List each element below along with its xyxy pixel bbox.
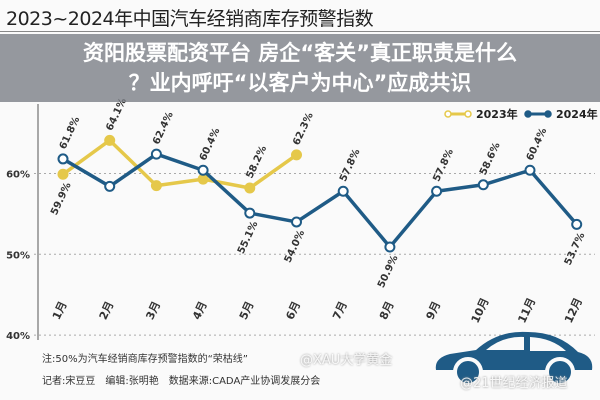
data-label: 60.4%	[525, 126, 550, 162]
y-tick-label: 40%	[6, 331, 30, 342]
legend-marker	[444, 110, 452, 118]
data-label: 62.3%	[291, 111, 316, 147]
chart-credits: 记者:宋豆豆 编辑:张明艳 数据来源:CADA产业协调发展分会	[42, 376, 321, 387]
data-label: 50.9%	[376, 254, 401, 290]
series-line-2024年	[62, 152, 579, 249]
data-label: 60.4%	[198, 126, 223, 162]
data-point	[384, 241, 396, 253]
watermark: @XAU大学黄金	[300, 353, 393, 368]
data-point	[197, 173, 209, 185]
legend-label: 2023年	[476, 107, 518, 121]
data-point	[244, 207, 256, 219]
data-label: 59.9%	[49, 181, 74, 217]
data-point	[291, 149, 302, 161]
data-label: 53.7%	[563, 231, 588, 267]
x-tick-label: 1月	[50, 299, 70, 321]
legend-marker	[524, 110, 532, 118]
data-point	[431, 185, 443, 197]
x-tick-label: 7月	[330, 299, 350, 321]
title-divider	[0, 31, 600, 32]
headline-line-2[interactable]: ？业内呼吁“以客户为中心”应成共识	[128, 71, 472, 95]
y-tick-label: 50%	[6, 250, 30, 261]
series-line-2023年	[61, 138, 298, 190]
data-point	[524, 164, 536, 176]
data-point	[477, 179, 489, 191]
x-tick-label: 2月	[97, 299, 117, 321]
data-point	[57, 168, 69, 180]
data-point	[337, 185, 349, 197]
data-point	[291, 216, 302, 228]
data-label: 58.6%	[478, 141, 503, 177]
data-point	[244, 182, 256, 194]
legend-marker	[464, 110, 472, 118]
data-label: 57.8%	[338, 147, 363, 183]
data-point	[571, 218, 583, 230]
data-label: 57.8%	[431, 147, 456, 183]
data-label: 62.4%	[151, 110, 176, 146]
x-tick-label: 3月	[143, 299, 163, 321]
data-label: 55.1%	[236, 220, 261, 256]
car-icon	[435, 331, 593, 387]
data-label: 54.0%	[283, 229, 308, 265]
data-label: 61.8%	[58, 115, 83, 151]
data-point	[104, 180, 116, 192]
x-tick-label: 6月	[283, 299, 303, 321]
y-tick-label: 60%	[6, 169, 30, 180]
x-tick-label: 4月	[190, 299, 210, 321]
chart-title: 2023~2024年中国汽车经销商库存预警指数	[6, 8, 374, 30]
data-point	[104, 134, 116, 146]
headline-banner[interactable]: 资阳股票配资平台 房企“客关”真正职责是什么 ？业内呼吁“以客户为中心”应成共识	[0, 34, 600, 102]
x-tick-label: 8月	[377, 299, 397, 321]
data-point	[150, 180, 162, 192]
data-point	[57, 153, 69, 165]
watermark: @21世纪经济报道	[460, 376, 568, 391]
legend-marker	[544, 110, 552, 118]
data-point	[150, 148, 162, 160]
chart-note: 注:50%为汽车经销商库存预警指数的“荣枯线”	[42, 354, 248, 365]
headline-line-1[interactable]: 资阳股票配资平台 房企“客关”真正职责是什么	[83, 41, 517, 65]
data-point	[197, 164, 209, 176]
legend-label: 2024年	[556, 107, 598, 121]
x-tick-label: 5月	[237, 299, 257, 321]
x-tick-label: 9月	[424, 299, 444, 321]
